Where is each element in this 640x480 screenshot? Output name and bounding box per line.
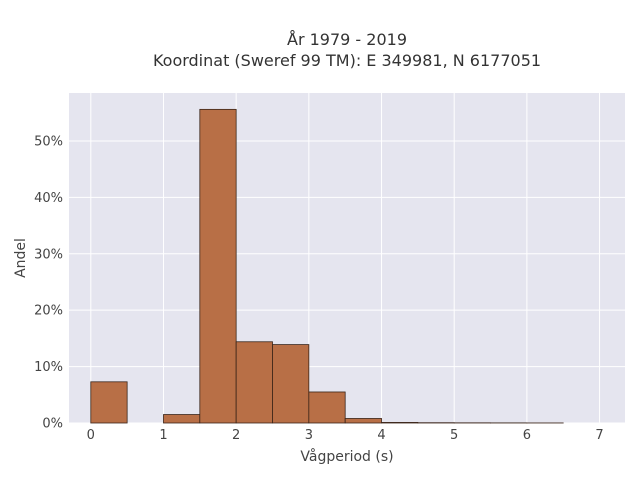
x-tick-label-0: 0	[87, 428, 95, 443]
x-tick-label-7: 7	[595, 428, 603, 443]
x-tick-label-1: 1	[159, 428, 167, 443]
plot-area	[69, 93, 625, 423]
y-axis-label: Andel	[13, 238, 29, 278]
histogram-bars	[90, 108, 564, 424]
x-tick-label-5: 5	[450, 428, 458, 443]
y-tick-label-5: 50%	[34, 134, 63, 149]
y-axis-ticks: 0% 10% 20% 30% 40% 50%	[34, 134, 63, 431]
chart-title-line-2: Koordinat (Sweref 99 TM): E 349981, N 61…	[153, 51, 541, 70]
y-tick-label-1: 10%	[34, 360, 63, 375]
x-axis-ticks: 0 1 2 3 4 5 6 7	[87, 428, 604, 443]
x-tick-label-6: 6	[523, 428, 531, 443]
x-tick-label-3: 3	[305, 428, 313, 443]
histogram-bar-7	[344, 418, 382, 424]
histogram-bar-6	[308, 391, 346, 424]
y-tick-label-0: 0%	[42, 417, 63, 432]
x-tick-label-2: 2	[232, 428, 240, 443]
y-tick-label-3: 30%	[34, 247, 63, 262]
histogram-bar-0	[90, 381, 128, 424]
histogram-bar-3	[199, 108, 237, 424]
histogram-bar-2	[163, 414, 201, 424]
histogram-bar-8	[381, 422, 419, 424]
x-tick-label-4: 4	[377, 428, 385, 443]
histogram-bar-5	[272, 344, 310, 424]
y-tick-label-4: 40%	[34, 191, 63, 206]
x-axis-label: Vågperiod (s)	[300, 448, 393, 465]
histogram-bar-4	[235, 341, 273, 424]
y-tick-label-2: 20%	[34, 304, 63, 319]
chart-title-line-1: År 1979 - 2019	[287, 30, 407, 49]
